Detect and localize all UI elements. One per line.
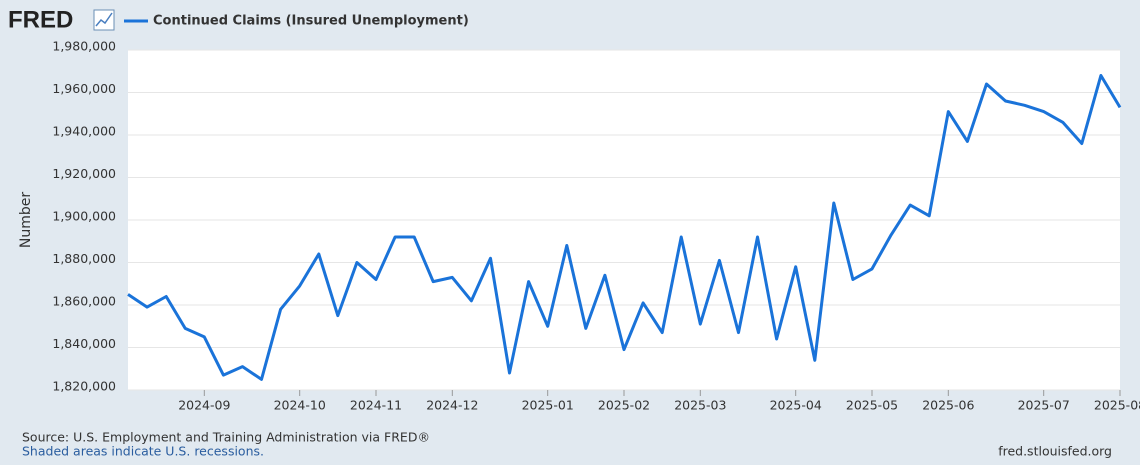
y-tick-label: 1,980,000 (52, 39, 116, 54)
logo: FRED (8, 6, 73, 33)
y-tick-label: 1,940,000 (52, 124, 116, 139)
x-tick-label: 2025-03 (674, 398, 726, 413)
y-tick-label: 1,860,000 (52, 294, 116, 309)
x-tick-label: 2025-07 (1018, 398, 1070, 413)
y-tick-label: 1,840,000 (52, 336, 116, 351)
y-tick-label: 1,820,000 (52, 379, 116, 394)
y-axis-label: Number (18, 192, 34, 248)
x-tick-label: 2024-11 (350, 398, 402, 413)
y-tick-label: 1,900,000 (52, 209, 116, 224)
x-tick-label: 2025-02 (598, 398, 650, 413)
x-tick-label: 2025-05 (846, 398, 898, 413)
note: Shaded areas indicate U.S. recessions. (22, 444, 264, 459)
y-tick-label: 1,880,000 (52, 251, 116, 266)
logo-icon (93, 9, 115, 31)
source: Source: U.S. Employment and Training Adm… (22, 430, 430, 445)
x-tick-label: 2025-06 (922, 398, 974, 413)
x-tick-label: 2025-04 (770, 398, 822, 413)
series-line (127, 74, 1122, 381)
x-tick-label: 2025-08 (1094, 398, 1140, 413)
y-tick-label: 1,920,000 (52, 166, 116, 181)
legend-label: Continued Claims (Insured Unemployment) (153, 14, 469, 29)
x-tick-label: 2024-12 (426, 398, 478, 413)
x-tick-label: 2024-10 (274, 398, 326, 413)
x-tick-label: 2024-09 (178, 398, 230, 413)
x-tick-label: 2025-01 (522, 398, 574, 413)
site: fred.stlouisfed.org (998, 444, 1112, 459)
y-tick-label: 1,960,000 (52, 81, 116, 96)
